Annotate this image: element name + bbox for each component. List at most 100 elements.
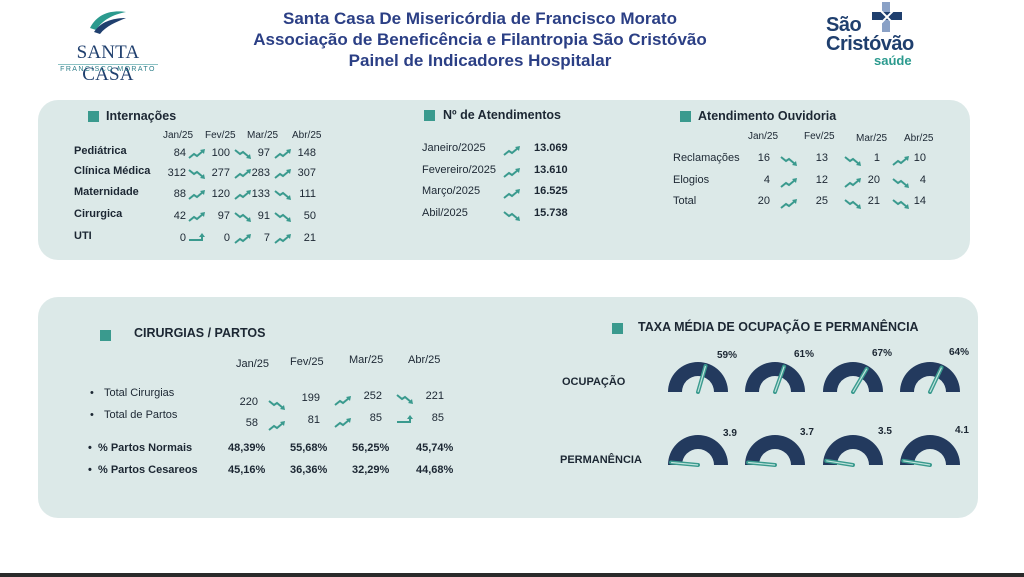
permanencia-value: 3.7 [800,427,814,438]
ouvidoria-value: 13 [815,152,828,164]
trend-up-icon [188,210,206,222]
atendimentos-value: 16.525 [534,185,568,197]
trend-down-icon [892,176,910,188]
trend-up-icon [274,167,292,179]
trend-down-icon [780,154,798,166]
internacoes-row-label: Clínica Médica [74,165,151,177]
internacoes-value: 50 [303,210,316,222]
internacoes-month: Abr/25 [292,130,322,141]
ouvidoria-month: Mar/25 [856,133,888,144]
internacoes-row-label: Cirurgica [74,208,123,220]
internacoes-month: Fev/25 [205,130,236,141]
taxa-square-icon [612,323,623,334]
internacoes-row-label: Pediátrica [74,145,127,157]
cirurgias-pct-value: 55,68% [290,442,328,454]
internacoes-month: Jan/25 [163,130,194,141]
internacoes-value: 111 [299,188,316,200]
logo-line-2: Cristóvão [826,33,914,55]
trend-down-icon [274,188,292,200]
internacoes-row-label: Maternidade [74,186,139,198]
internacoes-value: 88 [173,188,186,200]
trend-up-icon [503,187,521,199]
trend-up-icon [268,419,286,431]
internacoes-value: 42 [173,210,186,222]
cross-icon [872,2,902,32]
ouvidoria-value: 25 [815,195,828,207]
title-line-3: Painel de Indicadores Hospitalar [348,51,612,70]
santa-casa-name: SANTA CASA [76,42,140,85]
ocupacao-value: 67% [872,348,893,359]
internacoes-value: 97 [217,210,230,222]
trend-down-icon [274,210,292,222]
atendimentos-row-label: Março/2025 [422,185,481,197]
cirurgias-bullet: • [90,409,94,421]
ouvidoria-square-icon [680,111,691,122]
trend-up-icon [274,147,292,159]
cirurgias-pct-value: 56,25% [352,442,390,454]
cirurgias-value: 252 [363,390,382,402]
ouvidoria-value: 14 [913,195,926,207]
ocupacao-value: 59% [717,350,738,361]
permanencia-gauge [744,433,806,467]
internacoes-value: 148 [297,147,316,159]
cirurgias-bullet: • [90,387,94,399]
trend-down-icon [844,154,862,166]
trend-down-icon [396,392,414,404]
atendimentos-row-label: Abil/2025 [422,207,468,219]
cirurgias-bullet-label: Total de Partos [104,409,178,421]
trend-up-icon [780,197,798,209]
internacoes-value: 91 [257,210,270,222]
internacoes-value: 100 [211,147,230,159]
logo-line-1: São [826,14,862,36]
permanencia-value: 3.5 [878,426,892,437]
cirurgias-month: Fev/25 [290,356,324,368]
trend-down-icon [188,167,206,179]
trend-up-icon [234,232,252,244]
permanencia-value: 4.1 [955,425,969,436]
trend-up-icon [503,144,521,156]
ouvidoria-value: 21 [867,195,880,207]
trend-up-icon [844,176,862,188]
logo-line-3: saúde [874,53,912,68]
cirurgias-value: 81 [307,414,320,426]
cirurgias-pct-label: % Partos Normais [98,442,193,454]
permanencia-gauge [822,433,884,467]
cirurgias-value: 199 [301,392,320,404]
ocupacao-value: 61% [794,349,815,360]
internacoes-title: Internações [106,109,177,123]
trend-up-icon [188,147,206,159]
trend-up-icon [234,167,252,179]
taxa-title: TAXA MÉDIA DE OCUPAÇÃO E PERMANÊNCIA [638,320,919,334]
sao-cristovao-logo: São Cristóvão saúde [820,0,930,72]
trend-up-icon [274,232,292,244]
title-line-2: Associação de Beneficência e Filantropia… [253,30,707,49]
internacoes-month: Mar/25 [247,130,279,141]
cirurgias-pct-bullet: • [88,464,92,476]
ouvidoria-row-label: Elogios [673,174,710,186]
santa-casa-sub: FRANCISCO MORATO [58,64,158,73]
atendimentos-square-icon [424,110,435,121]
internacoes-value: 21 [303,232,316,244]
ouvidoria-month: Abr/25 [904,133,934,144]
internacoes-value: 7 [263,232,270,244]
cirurgias-value: 220 [239,396,258,408]
ouvidoria-value: 20 [867,174,880,186]
cirurgias-pct-value: 48,39% [228,442,266,454]
cirurgias-pct-value: 45,74% [416,442,454,454]
internacoes-value: 307 [297,167,316,179]
ouvidoria-value: 12 [815,174,828,186]
cirurgias-value: 221 [425,390,444,402]
internacoes-value: 133 [251,188,270,200]
atendimentos-row-label: Fevereiro/2025 [422,164,496,176]
cirurgias-pct-value: 32,29% [352,464,390,476]
cirurgias-pct-value: 44,68% [416,464,454,476]
trend-up-icon [503,166,521,178]
internacoes-value: 277 [211,167,230,179]
ouvidoria-value: 1 [873,152,880,164]
indicators-bottom-panel [38,297,978,518]
ouvidoria-title: Atendimento Ouvidoria [698,109,837,123]
cirurgias-value: 85 [431,412,444,424]
santa-casa-logo: SANTA CASA FRANCISCO MORATO [52,6,164,85]
ouvidoria-month: Fev/25 [804,131,835,142]
santa-casa-wave-icon [90,11,126,34]
